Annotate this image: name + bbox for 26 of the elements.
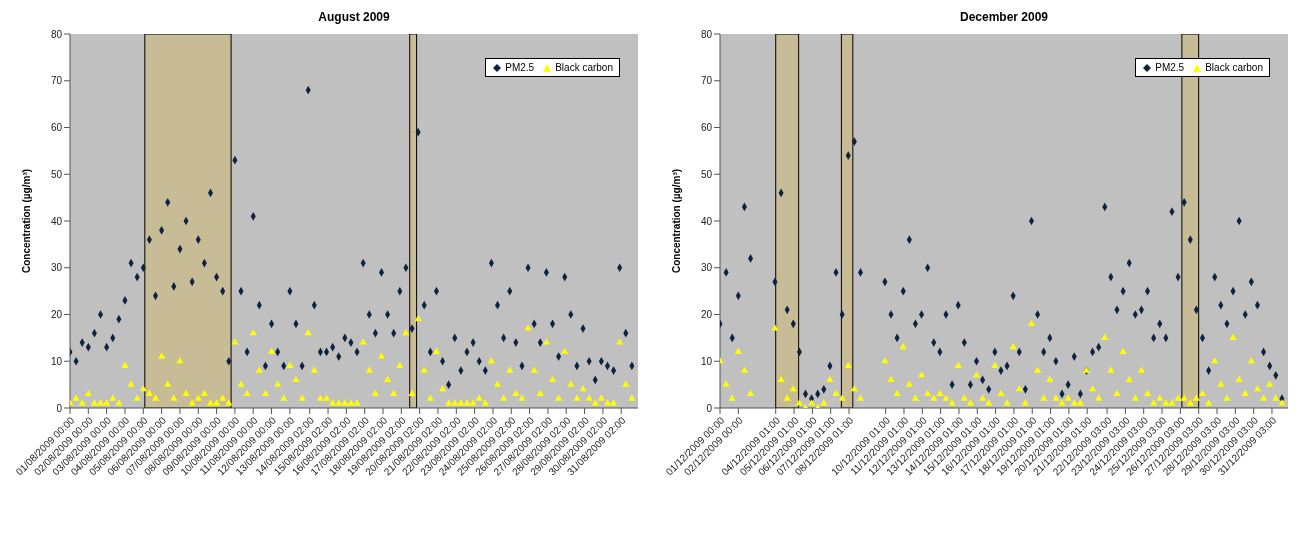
y-tick-label: 30 [50, 262, 63, 274]
y-tick-label: 20 [50, 309, 63, 321]
chart-title: December 2009 [958, 10, 1050, 24]
chart-title: August 2009 [317, 10, 391, 24]
y-axis-title: Concentration (µg/m³) [20, 168, 32, 274]
legend-label: Black carbon [1205, 62, 1263, 73]
y-tick-label: 40 [700, 215, 713, 227]
legend-label: Black carbon [555, 62, 613, 73]
y-tick-label: 40 [50, 215, 63, 227]
y-tick-label: 30 [700, 262, 713, 274]
y-tick-label: 0 [56, 402, 63, 414]
y-tick-label: 0 [706, 402, 713, 414]
y-tick-label: 20 [700, 309, 713, 321]
y-tick-label: 50 [700, 168, 713, 180]
legend-label: PM2.5 [1155, 62, 1185, 73]
y-tick-label: 60 [700, 122, 713, 134]
y-axis-title: Concentration (µg/m³) [670, 168, 682, 274]
y-tick-label: 80 [700, 28, 713, 40]
y-tick-label: 70 [700, 75, 713, 87]
y-tick-label: 60 [50, 122, 63, 134]
y-tick-label: 10 [700, 355, 713, 367]
y-tick-label: 80 [50, 28, 63, 40]
y-tick-label: 10 [50, 355, 63, 367]
y-tick-label: 70 [50, 75, 63, 87]
y-tick-label: 50 [50, 168, 63, 180]
legend-label: PM2.5 [505, 62, 535, 73]
